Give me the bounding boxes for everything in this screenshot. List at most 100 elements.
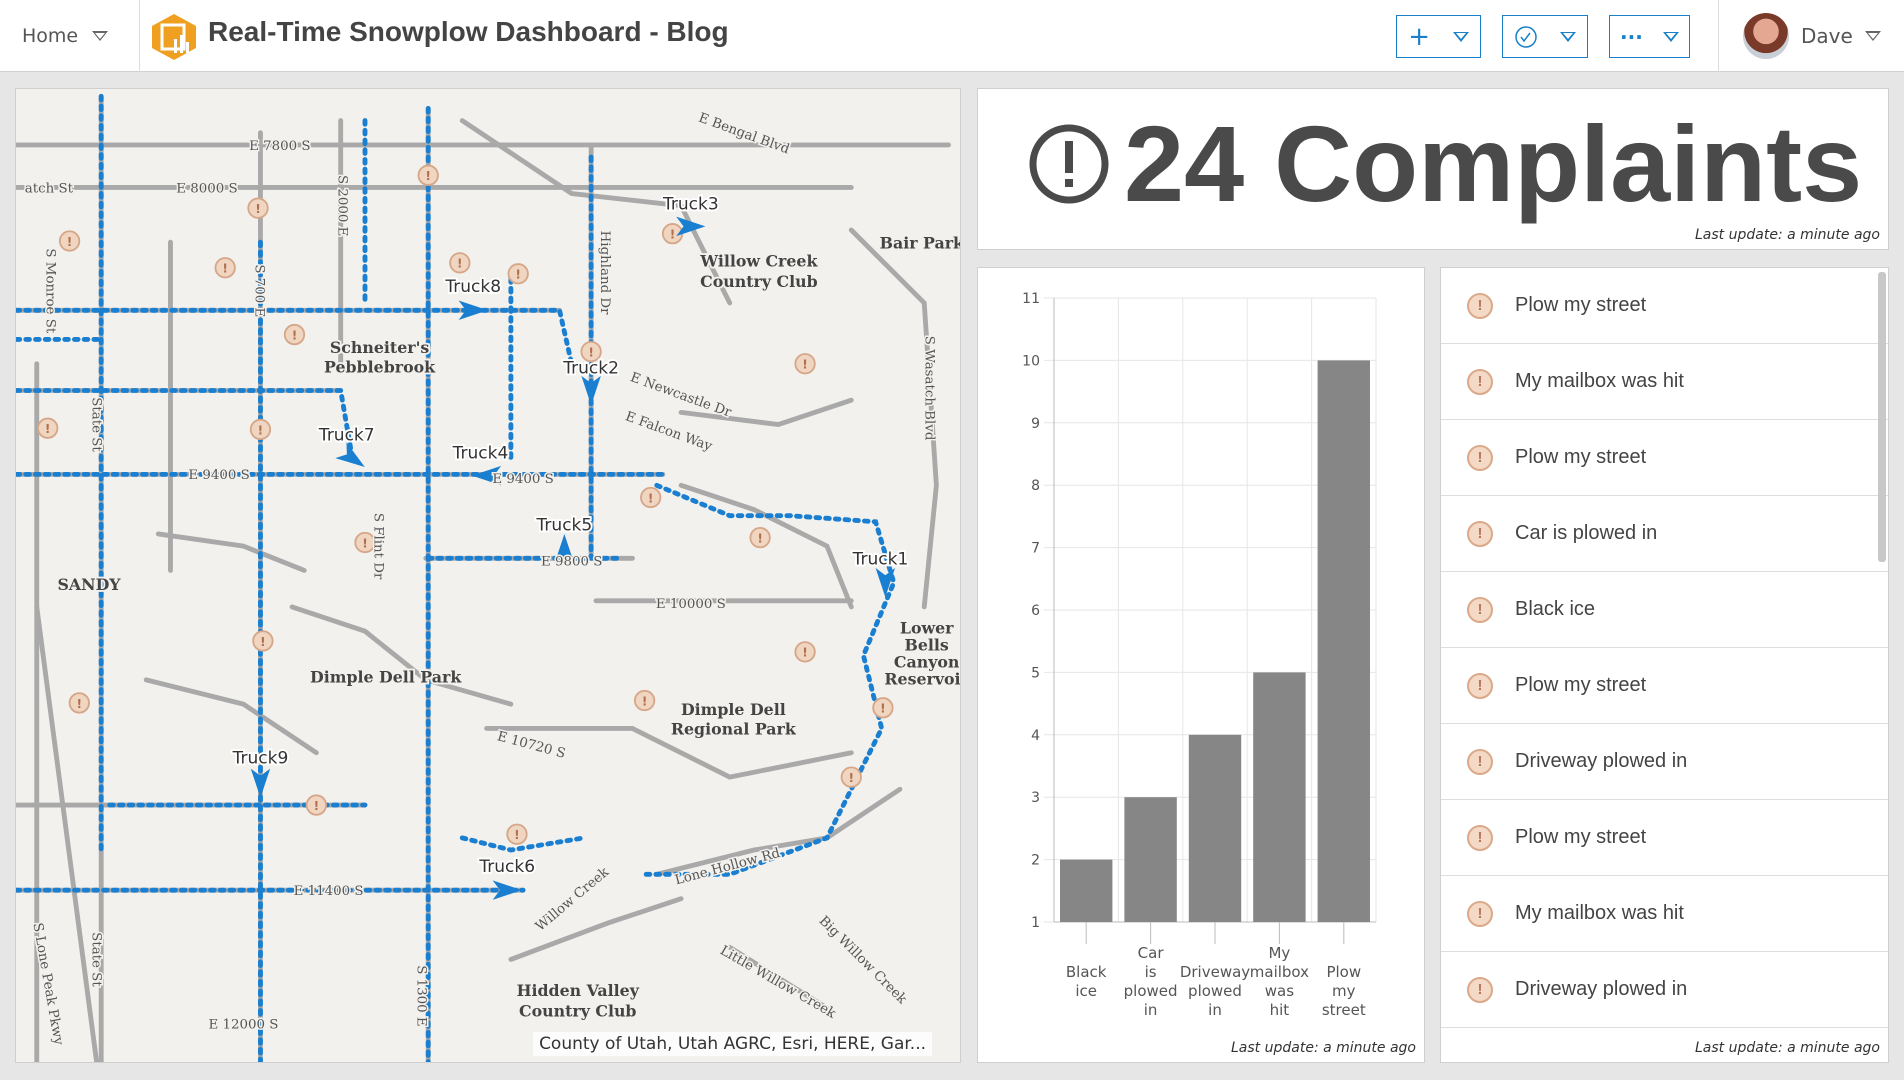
home-label: Home	[22, 25, 79, 47]
place-label: SANDY	[57, 575, 121, 594]
complaint-marker[interactable]: !	[247, 197, 269, 219]
complaint-marker[interactable]: !	[794, 641, 816, 663]
complaint-marker[interactable]: !	[507, 263, 529, 285]
place-label: Pebblebrook	[324, 357, 436, 376]
list-item[interactable]: ! Plow my street	[1441, 648, 1888, 724]
complaint-marker[interactable]: !	[749, 526, 771, 549]
bar	[1317, 360, 1370, 922]
list-item[interactable]: ! My mailbox was hit	[1441, 344, 1888, 420]
truck-marker[interactable]: Truck2	[560, 357, 621, 406]
complaint-icon: !	[1467, 824, 1493, 851]
complaint-marker-icon	[58, 230, 81, 252]
save-check-button[interactable]	[1502, 15, 1588, 58]
place-label: Reservoir	[884, 670, 961, 689]
complaint-marker[interactable]: !	[37, 417, 59, 439]
street-label: E 12000 S	[208, 1018, 278, 1033]
exclamation-icon: !	[849, 771, 855, 785]
plow-route	[459, 835, 587, 853]
list-item[interactable]: ! Car is plowed in	[1441, 496, 1888, 572]
complaint-marker[interactable]: !	[283, 323, 306, 346]
exclamation-icon: !	[258, 423, 264, 437]
complaint-marker[interactable]: !	[354, 531, 376, 554]
exclamation-icon: !	[515, 268, 521, 282]
list-item[interactable]: ! My mailbox was hit	[1441, 876, 1888, 952]
street-label: E 10000 S	[656, 597, 726, 612]
complaint-marker[interactable]: !	[506, 823, 528, 845]
truck-marker[interactable]: Truck5	[534, 513, 594, 564]
complaint-marker-icon	[749, 526, 771, 549]
list-item[interactable]: ! Driveway plowed in	[1441, 724, 1888, 800]
truck-marker[interactable]: Truck6	[477, 855, 537, 900]
complaint-marker-icon	[247, 197, 269, 219]
truck-marker[interactable]: Truck7	[316, 424, 376, 475]
home-menu-button[interactable]: Home	[0, 0, 140, 72]
complaint-icon: !	[1467, 368, 1493, 395]
complaint-marker[interactable]: !	[417, 164, 439, 186]
street-label: State St	[89, 397, 104, 452]
complaint-marker[interactable]: !	[872, 697, 894, 719]
exclamation-icon: !	[222, 262, 228, 276]
complaint-icon: !	[1467, 748, 1493, 775]
snowplow-map[interactable]: !!!!!!!!!!!!!!!!!! !!!!! Truck1 Truck2 Truck…	[16, 89, 961, 1063]
complaint-marker[interactable]: !	[58, 230, 81, 252]
complaint-marker-icon	[252, 630, 274, 652]
truck-marker[interactable]: Truck9	[230, 747, 290, 798]
exclamation-icon: !	[45, 422, 51, 436]
truck-marker[interactable]: Truck1	[850, 548, 910, 598]
complaint-marker[interactable]: !	[68, 692, 90, 714]
x-tick-label: plowed	[1188, 982, 1242, 1000]
x-tick-label: ice	[1075, 982, 1097, 1000]
exclamation-icon: !	[425, 169, 431, 183]
x-tick-label: my	[1332, 982, 1356, 1000]
list-item[interactable]: ! Driveway plowed in	[1441, 952, 1888, 1028]
complaint-marker[interactable]: !	[840, 766, 862, 788]
complaint-marker[interactable]: !	[449, 252, 471, 274]
exclamation-icon: !	[514, 828, 520, 842]
complaint-marker-icon	[354, 531, 376, 554]
truck-marker[interactable]: Truck3	[660, 193, 720, 237]
complaints-indicator: 24 Complaints Last update: a minute ago	[977, 88, 1889, 250]
truck-marker[interactable]: Truck4	[450, 442, 510, 486]
last-update: Last update: a minute ago	[1695, 227, 1880, 243]
exclamation-icon: !	[255, 202, 261, 216]
list-item[interactable]: ! Plow my street	[1441, 268, 1888, 344]
scrollbar[interactable]	[1878, 272, 1886, 562]
add-button[interactable]: +	[1396, 15, 1481, 58]
map-panel[interactable]: !!!!!!!!!!!!!!!!!!!!!!! Truck1 Truck2 Truck…	[15, 88, 961, 1063]
chevron-down-icon	[92, 31, 109, 41]
complaint-marker-icon	[794, 353, 816, 375]
complaints-count: 24 Complaints	[1124, 103, 1863, 224]
place-label: Canyon	[894, 653, 960, 672]
list-item[interactable]: ! Plow my street	[1441, 800, 1888, 876]
complaint-marker[interactable]: !	[249, 418, 272, 441]
truck-label: Truck2	[562, 358, 619, 378]
exclamation-icon: !	[77, 697, 83, 711]
street-label: S 700 E	[252, 264, 267, 317]
complaint-marker[interactable]: !	[794, 353, 816, 375]
list-item[interactable]: ! Black ice	[1441, 572, 1888, 648]
list-item-label: My mailbox was hit	[1515, 370, 1684, 392]
complaint-marker[interactable]: !	[305, 794, 328, 816]
complaint-marker[interactable]: !	[252, 630, 274, 652]
complaint-marker[interactable]: !	[214, 257, 236, 279]
list-item[interactable]: ! Plow my street	[1441, 420, 1888, 496]
complaint-marker[interactable]: !	[580, 340, 602, 363]
complaint-marker-icon	[68, 692, 90, 714]
last-update: Last update: a minute ago	[1441, 1040, 1888, 1062]
truck-label: Truck6	[478, 857, 535, 877]
street-label: S Flint Dr	[371, 513, 386, 580]
truck-marker[interactable]: Truck8	[443, 275, 503, 320]
list-item-label: Plow my street	[1515, 446, 1647, 468]
complaint-marker[interactable]: !	[633, 689, 656, 712]
bar	[1124, 797, 1177, 922]
street-label: Little Willow Creek	[717, 943, 839, 1022]
complaint-marker-icon	[580, 340, 602, 363]
more-options-button[interactable]: ···	[1609, 15, 1690, 58]
bar	[1060, 859, 1113, 922]
user-menu[interactable]: Dave	[1718, 0, 1904, 72]
y-tick-label: 8	[1031, 478, 1040, 494]
truck-arrow-icon	[875, 567, 896, 598]
complaint-marker[interactable]: !	[640, 486, 662, 509]
street-label: E 9800 S	[541, 555, 602, 570]
truck-label: Truck4	[452, 444, 509, 464]
